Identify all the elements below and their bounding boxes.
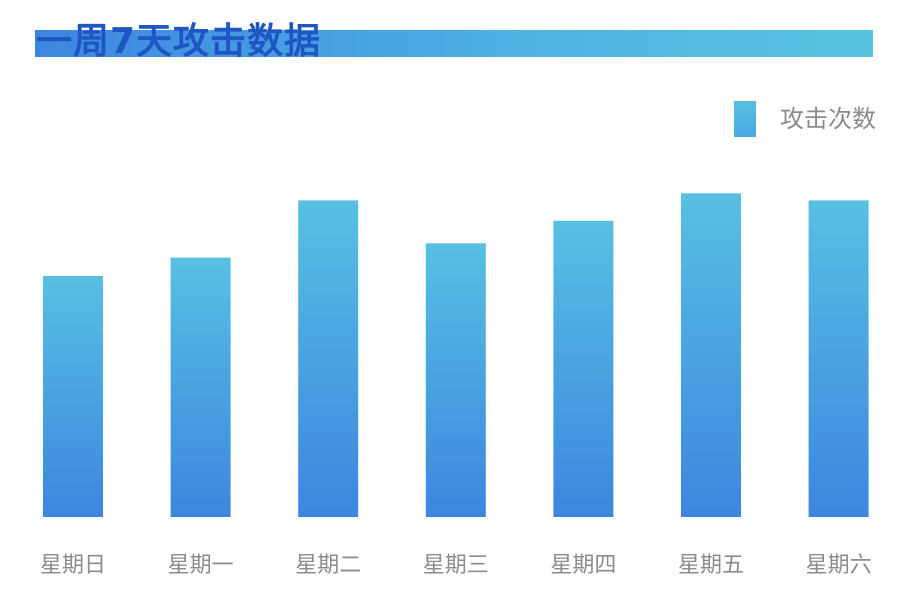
x-tick-label: 星期日 — [40, 553, 106, 578]
x-tick-label: 星期一 — [168, 553, 234, 578]
legend: 攻击次数 — [734, 101, 876, 137]
bar-6 — [681, 193, 741, 518]
bar-4 — [425, 243, 486, 518]
x-tick-label: 星期六 — [806, 553, 872, 578]
bar-7 — [808, 200, 869, 517]
bar-2 — [170, 257, 231, 517]
bar-5 — [553, 220, 614, 518]
x-axis-labels: 星期日 星期一 星期二 星期三 星期四 星期五 星期六 — [40, 553, 872, 578]
bar-1 — [43, 276, 103, 517]
x-tick-label: 星期五 — [678, 553, 744, 578]
bars-group — [43, 193, 869, 518]
bar-3 — [298, 200, 359, 517]
x-tick-label: 星期四 — [550, 553, 616, 578]
chart-title: 一周7天攻击数据 — [36, 21, 322, 62]
x-tick-label: 星期二 — [295, 553, 361, 578]
x-tick-label: 星期三 — [423, 553, 489, 578]
legend-swatch — [734, 101, 756, 137]
title-underline-band — [35, 30, 873, 57]
legend-label: 攻击次数 — [780, 105, 876, 133]
